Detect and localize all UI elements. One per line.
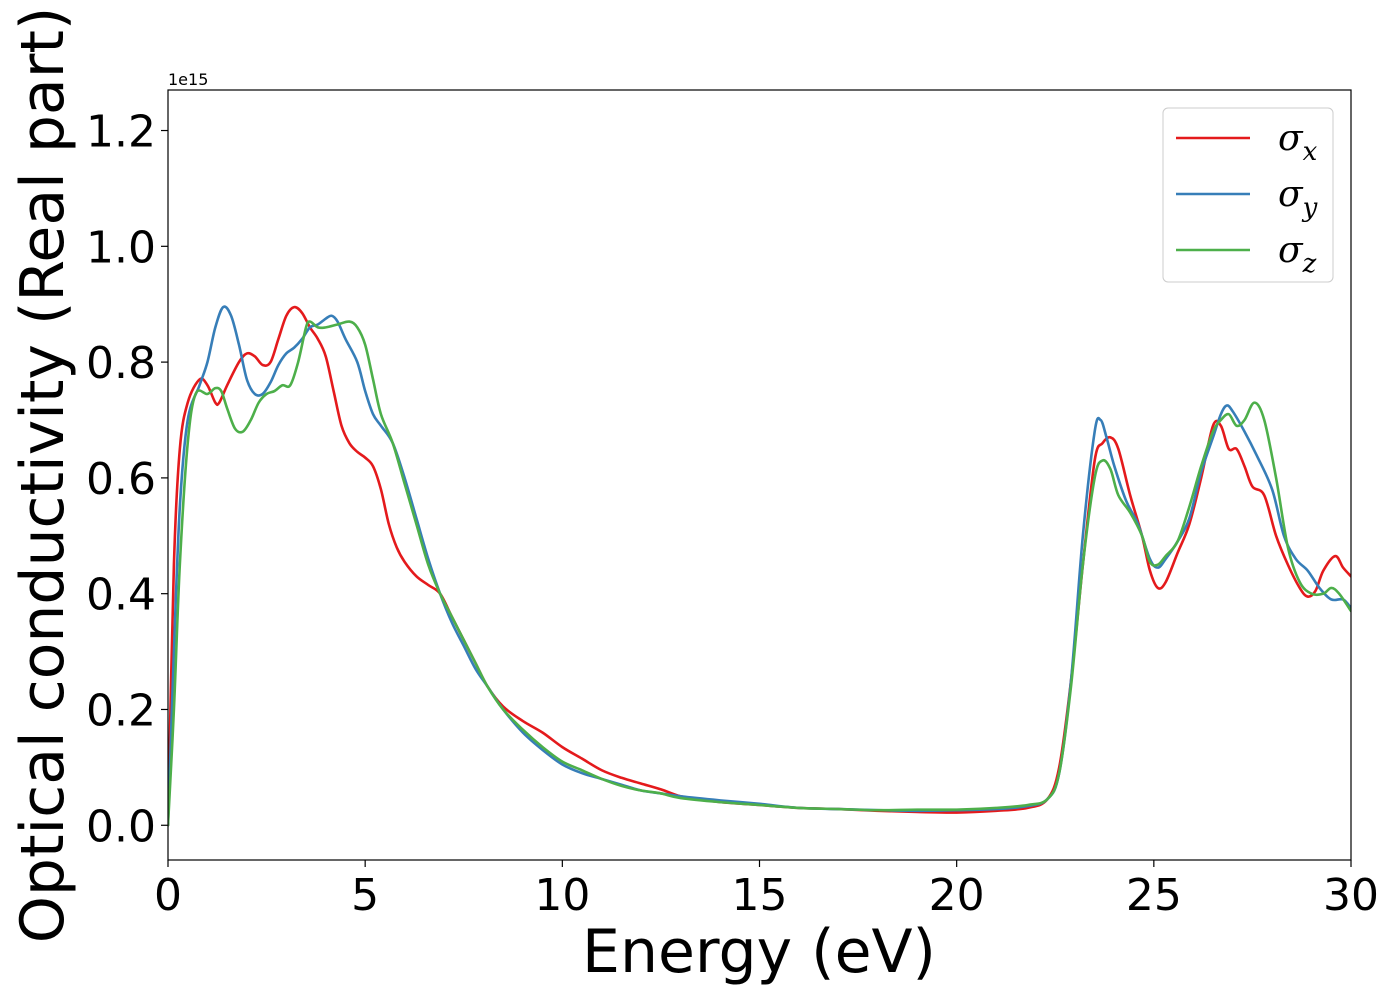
legend-label-sigma-x: σx — [1278, 118, 1318, 167]
legend-subscript: z — [1302, 249, 1317, 279]
y-tick-label: 1.2 — [86, 107, 156, 158]
x-tick-label: 10 — [534, 870, 590, 921]
x-tick-label: 5 — [351, 870, 379, 921]
y-offset-text: 1e15 — [168, 70, 208, 89]
series-line-sigma-x — [168, 305, 1351, 827]
x-tick-label: 30 — [1323, 870, 1379, 921]
series-line-sigma-z — [168, 320, 1351, 827]
y-tick-label: 0.8 — [86, 338, 156, 389]
legend-subscript: y — [1302, 193, 1318, 223]
x-tick-label: 0 — [154, 870, 182, 921]
y-tick-label: 1.0 — [86, 222, 156, 273]
legend-subscript: x — [1303, 137, 1318, 167]
y-axis-title: Optical conductivity (Real part) — [8, 7, 78, 944]
y-tick-label: 0.2 — [86, 685, 156, 736]
legend-label-sigma-y: σy — [1278, 174, 1318, 223]
y-axis: 0.0 0.2 0.4 0.6 0.8 1.0 1.2 — [86, 107, 168, 852]
y-tick-label: 0.0 — [86, 801, 156, 852]
y-tick-label: 0.4 — [86, 570, 156, 621]
legend-symbol: σ — [1278, 230, 1304, 271]
y-tick-label: 0.6 — [86, 454, 156, 505]
x-tick-label: 20 — [929, 870, 985, 921]
x-axis-title: Energy (eV) — [582, 917, 936, 987]
series-layer — [168, 305, 1351, 827]
legend-label-sigma-z: σz — [1278, 230, 1317, 279]
legend-symbol: σ — [1278, 174, 1304, 215]
x-axis: 0 5 10 15 20 25 30 — [154, 860, 1379, 921]
x-tick-label: 25 — [1126, 870, 1182, 921]
x-tick-label: 15 — [732, 870, 788, 921]
legend-symbol: σ — [1278, 118, 1304, 159]
